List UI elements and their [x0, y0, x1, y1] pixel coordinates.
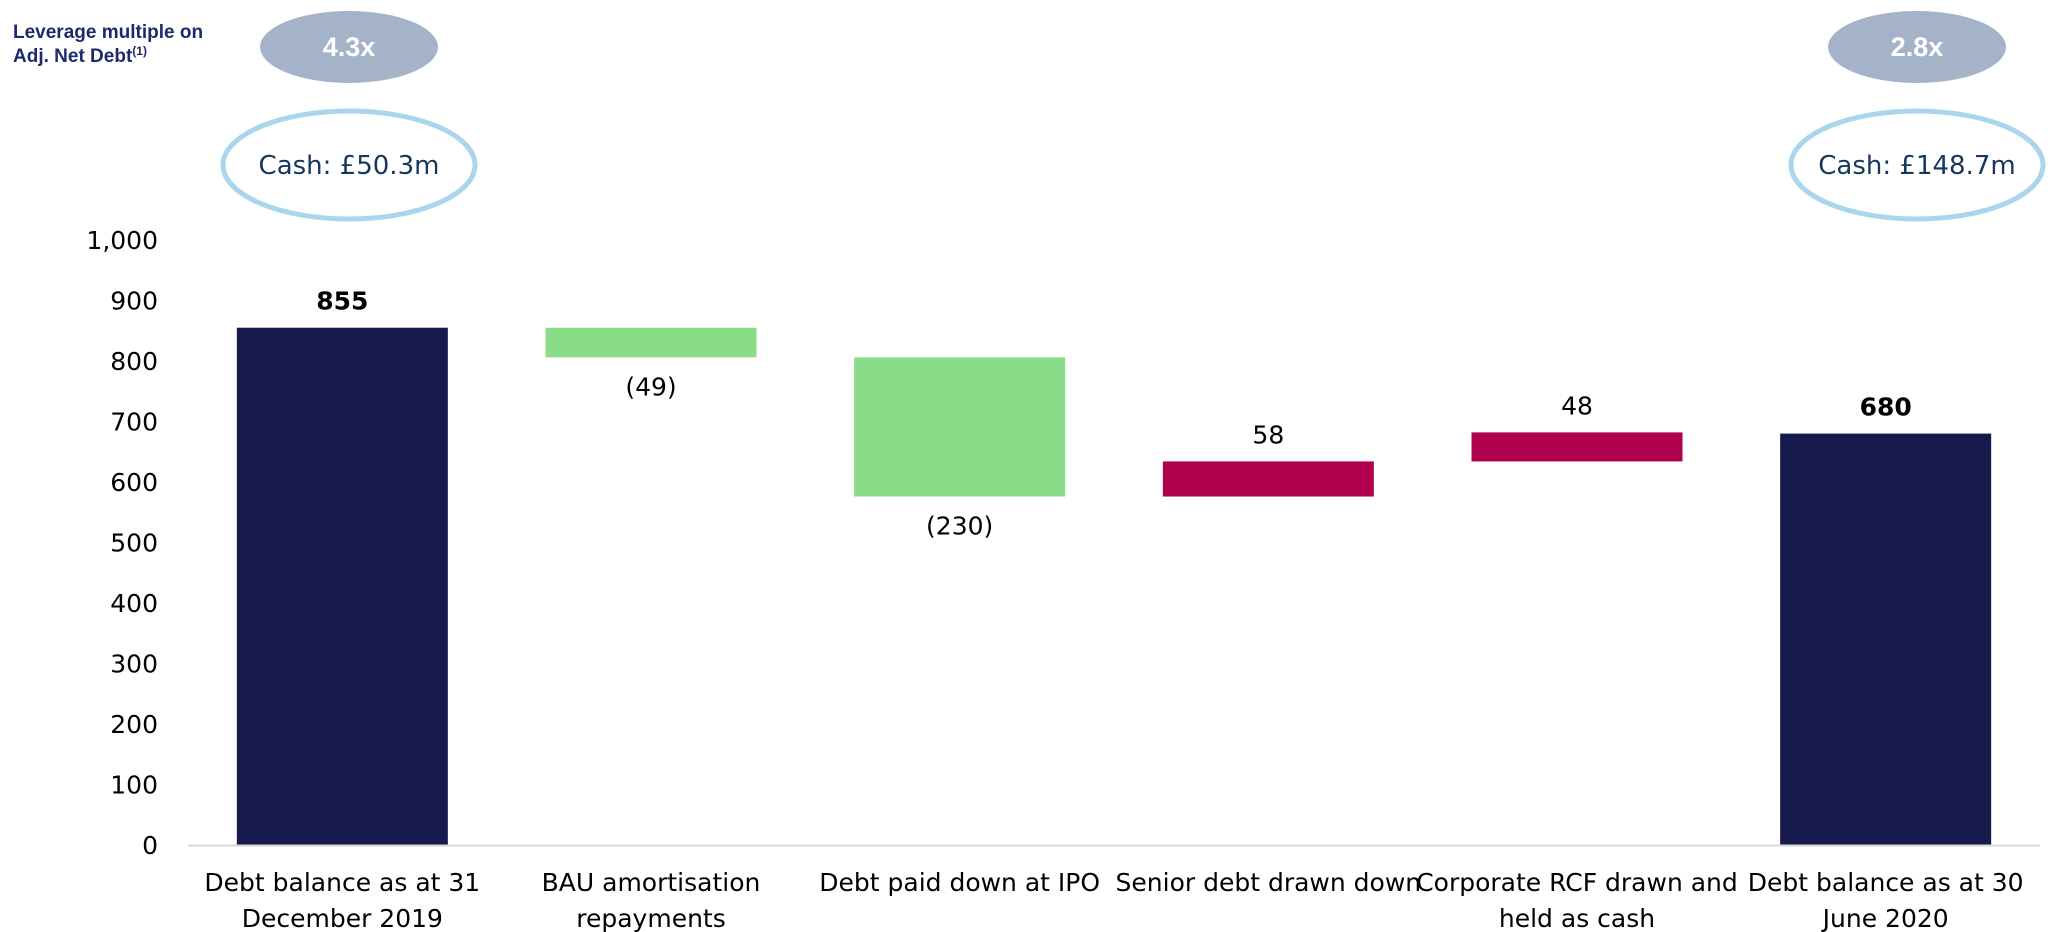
- bars-group: [236, 327, 1992, 846]
- cash-start-ring: [220, 108, 478, 222]
- bar-increase: [1471, 432, 1683, 462]
- cash-end-ring: [1788, 108, 2046, 222]
- y-axis: 0 100 200 300 400 500 600 700 800 900 1,000: [86, 226, 158, 860]
- y-tick-label: 800: [110, 347, 158, 376]
- category-label: Debt balance as at 31: [204, 868, 480, 897]
- y-tick-label: 300: [110, 650, 158, 679]
- category-label: BAU amortisation: [542, 868, 761, 897]
- bar-total: [236, 327, 448, 846]
- leverage-start-value: 4.3x: [323, 32, 376, 62]
- y-tick-label: 1,000: [86, 226, 158, 255]
- bar-decrease: [545, 327, 757, 358]
- leverage-label-line2: Adj. Net Debt(1): [13, 44, 147, 67]
- leverage-footnote-marker: (1): [132, 44, 147, 58]
- data-label: 58: [1252, 420, 1284, 449]
- cash-end-label: Cash: £148.7m: [1818, 151, 2015, 181]
- category-label: June 2020: [1821, 904, 1949, 932]
- y-tick-label: 500: [110, 529, 158, 558]
- data-label: 855: [316, 287, 368, 316]
- data-labels-group: 855 (49) (230) 58 48 680: [316, 287, 1912, 541]
- category-label: held as cash: [1499, 904, 1655, 932]
- y-tick-label: 400: [110, 589, 158, 618]
- data-label: (49): [625, 372, 676, 401]
- category-label: Debt paid down at IPO: [819, 868, 1100, 897]
- category-label: Debt balance as at 30: [1748, 868, 2024, 897]
- y-tick-label: 100: [110, 771, 158, 800]
- y-tick-label: 900: [110, 287, 158, 316]
- category-label: repayments: [576, 904, 726, 932]
- y-tick-label: 700: [110, 408, 158, 437]
- data-label: 48: [1561, 391, 1593, 420]
- x-axis: Debt balance as at 31 December 2019 BAU am…: [204, 868, 2023, 932]
- y-tick-label: 0: [142, 831, 158, 860]
- data-label: 680: [1860, 393, 1912, 422]
- category-label: Senior debt drawn down: [1116, 868, 1422, 897]
- category-label: Corporate RCF drawn and: [1416, 868, 1738, 897]
- bar-increase: [1162, 461, 1374, 497]
- y-tick-label: 200: [110, 710, 158, 739]
- category-label: December 2019: [242, 904, 443, 932]
- cash-start-label: Cash: £50.3m: [259, 151, 440, 181]
- leverage-label-line1: Leverage multiple on: [13, 22, 203, 43]
- y-tick-label: 600: [110, 468, 158, 497]
- leverage-start-pill: [260, 11, 438, 83]
- data-label: (230): [926, 512, 993, 541]
- leverage-end-value: 2.8x: [1891, 32, 1944, 62]
- leverage-end-pill: [1828, 11, 2006, 83]
- bar-decrease: [854, 357, 1066, 497]
- bar-total: [1780, 433, 1992, 845]
